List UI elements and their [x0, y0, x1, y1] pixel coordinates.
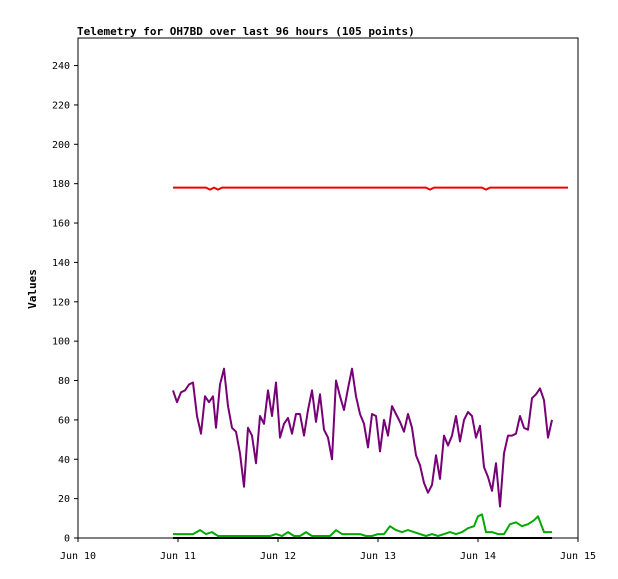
x-axis: Jun 10 Jun 11 Jun 12 Jun 13 Jun 14 Jun 15: [60, 538, 596, 562]
x-tick-label: Jun 10: [60, 551, 96, 562]
x-tick-label: Jun 15: [560, 551, 596, 562]
x-tick-label: Jun 12: [260, 551, 296, 562]
series-line-1: [172, 367, 553, 508]
x-tick-label: Jun 11: [160, 551, 196, 562]
y-tick-label: 140: [52, 258, 70, 269]
series-layer: [172, 186, 568, 539]
y-tick-label: 160: [52, 219, 70, 230]
y-axis: 0 20 40 60 80 100 120 140 160 180 200 220 240: [52, 61, 78, 545]
series-line-2: [173, 513, 552, 537]
y-tick-label: 100: [52, 337, 70, 348]
y-tick-label: 20: [58, 494, 70, 505]
chart-title: Telemetry for OH7BD over last 96 hours (…: [77, 25, 415, 38]
y-tick-label: 80: [58, 376, 70, 387]
y-tick-label: 60: [58, 415, 70, 426]
y-tick-label: 200: [52, 140, 70, 151]
y-tick-label: 40: [58, 455, 70, 466]
x-tick-label: Jun 13: [360, 551, 396, 562]
y-tick-label: 220: [52, 100, 70, 111]
y-tick-label: 120: [52, 297, 70, 308]
series-line-0: [173, 186, 568, 191]
y-tick-label: 0: [64, 534, 70, 545]
y-axis-label: Values: [26, 269, 39, 309]
y-tick-label: 240: [52, 61, 70, 72]
x-tick-label: Jun 14: [460, 551, 496, 562]
y-tick-label: 180: [52, 179, 70, 190]
